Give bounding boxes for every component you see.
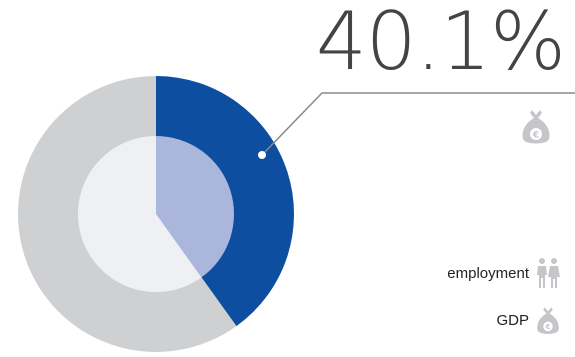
- legend-employment: employment: [447, 257, 561, 289]
- callout-line: [261, 92, 575, 156]
- svg-text:€: €: [532, 131, 539, 141]
- callout-dot: [258, 151, 266, 159]
- gdp-slice-0: [156, 136, 234, 278]
- money-bag-euro-icon: €: [535, 304, 561, 336]
- legend-gdp-label: GDP: [496, 311, 529, 329]
- svg-text:€: €: [544, 322, 550, 331]
- legend-employment-label: employment: [447, 264, 529, 282]
- inner-pie: [78, 136, 234, 293]
- legend-gdp: GDP €: [496, 304, 561, 336]
- highlight-value: 40.1%: [315, 0, 566, 88]
- gdp-slice-1: [78, 136, 202, 293]
- money-bag-euro-icon: €: [521, 106, 551, 146]
- people-icon: [535, 257, 561, 289]
